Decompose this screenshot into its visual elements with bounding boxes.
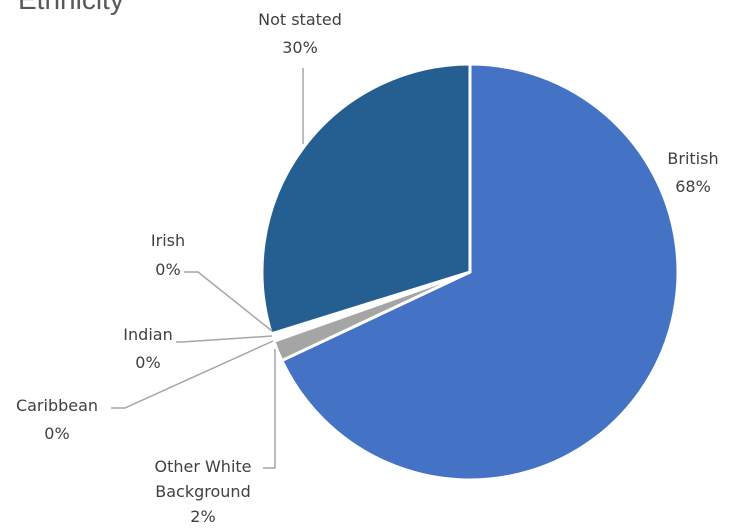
label-irish-value: 0% (155, 260, 180, 279)
label-indian-value: 0% (135, 353, 160, 372)
label-caribbean-name: Caribbean (16, 396, 98, 415)
leader-line-irish (184, 271, 273, 332)
label-other-white-value: 2% (190, 507, 215, 526)
label-not-stated-name: Not stated (258, 10, 342, 29)
pie-slice-british (280, 62, 680, 482)
label-other-white-name-line1: Other White Background (154, 457, 251, 501)
label-caribbean-value: 0% (44, 424, 69, 443)
leader-lines (111, 68, 304, 469)
label-indian-name: Indian (123, 325, 172, 344)
pie-slices (260, 62, 680, 482)
label-british-value: 68% (675, 177, 711, 196)
pie-slice-not-stated (260, 62, 472, 336)
slice-labels: Not stated 30% British 68% Irish 0% Indi… (16, 10, 719, 526)
label-british-name: British (667, 149, 718, 168)
label-irish-name: Irish (151, 231, 185, 250)
leader-line-indian (176, 335, 273, 343)
leader-line-caribbean (111, 340, 274, 409)
chart-title: Ethnicity (18, 0, 124, 15)
leader-line-other-white (263, 349, 276, 469)
label-not-stated-value: 30% (282, 38, 318, 57)
